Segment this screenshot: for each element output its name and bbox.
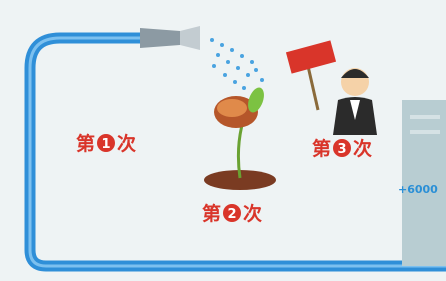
step-prefix: 第 bbox=[202, 202, 221, 225]
building-stripe bbox=[410, 130, 440, 134]
step-prefix: 第 bbox=[76, 132, 95, 155]
step-number: 1 bbox=[101, 137, 110, 152]
step-number: 3 bbox=[337, 142, 346, 157]
step-prefix: 第 bbox=[312, 137, 331, 160]
step-number: 2 bbox=[227, 207, 236, 222]
step-suffix: 次 bbox=[353, 137, 372, 160]
step-suffix: 次 bbox=[243, 202, 262, 225]
nozzle bbox=[140, 28, 180, 48]
highlight-number: +6000 bbox=[398, 183, 438, 196]
seed-shine bbox=[217, 99, 247, 117]
building-stripe bbox=[410, 115, 440, 119]
infographic: 第 1 次 第 2 次 第 3 次 +6000 bbox=[0, 0, 446, 281]
step-suffix: 次 bbox=[117, 132, 136, 155]
